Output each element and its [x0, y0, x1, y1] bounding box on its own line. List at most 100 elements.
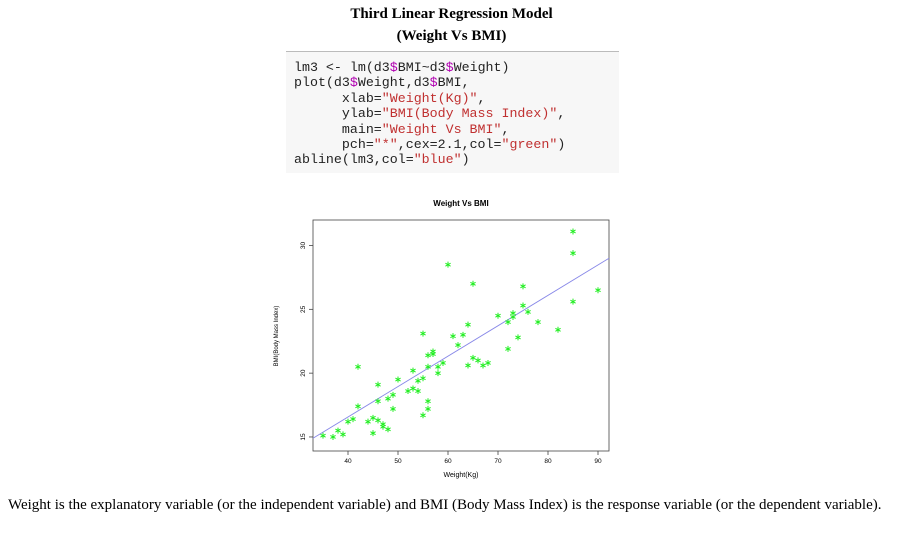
x-axis-label: Weight(Kg)	[444, 472, 479, 479]
point	[345, 418, 351, 425]
code-token: pch=	[294, 137, 374, 153]
point	[415, 388, 421, 395]
point	[555, 326, 561, 333]
code-line: abline(lm3,col="blue")	[294, 152, 619, 167]
code-token: "Weight(Kg)"	[381, 90, 478, 106]
point	[535, 319, 541, 326]
code-token: BMI~d3	[397, 60, 446, 75]
point	[470, 354, 476, 361]
point	[375, 398, 381, 405]
code-token: ,	[477, 90, 486, 106]
code-line: lm3 <- lm(d3$BMI~d3$Weight)	[294, 60, 619, 75]
x-tick-label: 70	[494, 458, 502, 465]
point	[510, 310, 516, 317]
heading: Third Linear Regression Model	[350, 6, 553, 22]
point	[395, 376, 401, 383]
point	[320, 432, 326, 439]
point	[420, 330, 426, 337]
code-token: plot(d3	[294, 75, 350, 91]
point	[570, 298, 576, 305]
point	[595, 287, 601, 294]
point	[440, 359, 446, 366]
point	[425, 363, 431, 370]
heading: (Weight Vs BMI)	[396, 28, 507, 44]
x-tick-label: 60	[444, 458, 452, 465]
point	[335, 427, 341, 434]
point	[425, 405, 431, 412]
point	[340, 431, 346, 438]
code-token: "*"	[373, 137, 398, 153]
y-tick-label: 20	[300, 369, 307, 377]
code-token: lm3 <- lm(d3	[294, 60, 390, 75]
code-token: "Weight Vs BMI"	[381, 121, 502, 137]
point	[420, 412, 426, 419]
point	[450, 333, 456, 340]
y-tick-label: 30	[300, 242, 307, 250]
regression-line	[312, 257, 610, 439]
code-token: $	[429, 75, 438, 91]
x-tick-label: 90	[594, 458, 602, 465]
point	[570, 250, 576, 257]
code-token: Weight,d3	[357, 75, 430, 91]
paragraph: Weight is the explanatory variable (or t…	[8, 497, 882, 513]
code-line: main="Weight Vs BMI",	[294, 122, 619, 137]
point	[455, 342, 461, 349]
point	[495, 312, 501, 319]
code-token: $	[349, 75, 358, 91]
code-token: "blue"	[413, 152, 462, 168]
point	[485, 359, 491, 366]
code-token: ,	[557, 106, 566, 122]
point	[525, 308, 531, 315]
point	[385, 395, 391, 402]
y-tick-label: 25	[300, 305, 307, 313]
point	[410, 385, 416, 392]
point	[365, 418, 371, 425]
point	[520, 302, 526, 309]
point	[570, 228, 576, 235]
point	[505, 345, 511, 352]
code-token: BMI,	[437, 75, 470, 91]
code-token: )	[461, 152, 470, 168]
point	[355, 403, 361, 410]
point	[470, 280, 476, 287]
point	[435, 370, 441, 377]
point	[425, 398, 431, 405]
chart-title: Weight Vs BMI	[433, 199, 488, 208]
point	[480, 362, 486, 369]
code-token: xlab=	[294, 90, 382, 106]
code-token: ,	[501, 121, 510, 137]
point	[370, 430, 376, 437]
point	[515, 334, 521, 341]
point	[415, 377, 421, 384]
point	[435, 363, 441, 370]
x-tick-label: 40	[344, 458, 352, 465]
point	[465, 362, 471, 369]
code-line: plot(d3$Weight,d3$BMI,	[294, 75, 619, 90]
point	[405, 388, 411, 395]
code-token: Weight)	[453, 60, 510, 75]
point	[390, 405, 396, 412]
code-token: $	[389, 60, 398, 75]
point	[410, 367, 416, 374]
x-tick-label: 50	[394, 458, 402, 465]
code-token: "BMI(Body Mass Index)"	[381, 106, 558, 122]
code-token: main=	[294, 121, 382, 137]
code-block: lm3 <- lm(d3$BMI~d3$Weight) plot(d3$Weigh…	[286, 51, 619, 173]
point	[445, 261, 451, 268]
point	[355, 363, 361, 370]
code-token: abline(lm3,col=	[294, 152, 414, 168]
point	[375, 381, 381, 388]
code-token: $	[445, 60, 454, 75]
point	[350, 416, 356, 423]
point	[475, 357, 481, 364]
y-axis-label: BMI(Body Mass Index)	[274, 306, 280, 367]
point	[380, 421, 386, 428]
plot-frame	[312, 219, 610, 452]
code-line: pch="*",cex=2.1,col="green")	[294, 137, 619, 152]
point	[465, 321, 471, 328]
point	[520, 283, 526, 290]
code-token: ylab=	[294, 106, 382, 122]
x-tick-label: 80	[544, 458, 552, 465]
point	[330, 433, 336, 440]
